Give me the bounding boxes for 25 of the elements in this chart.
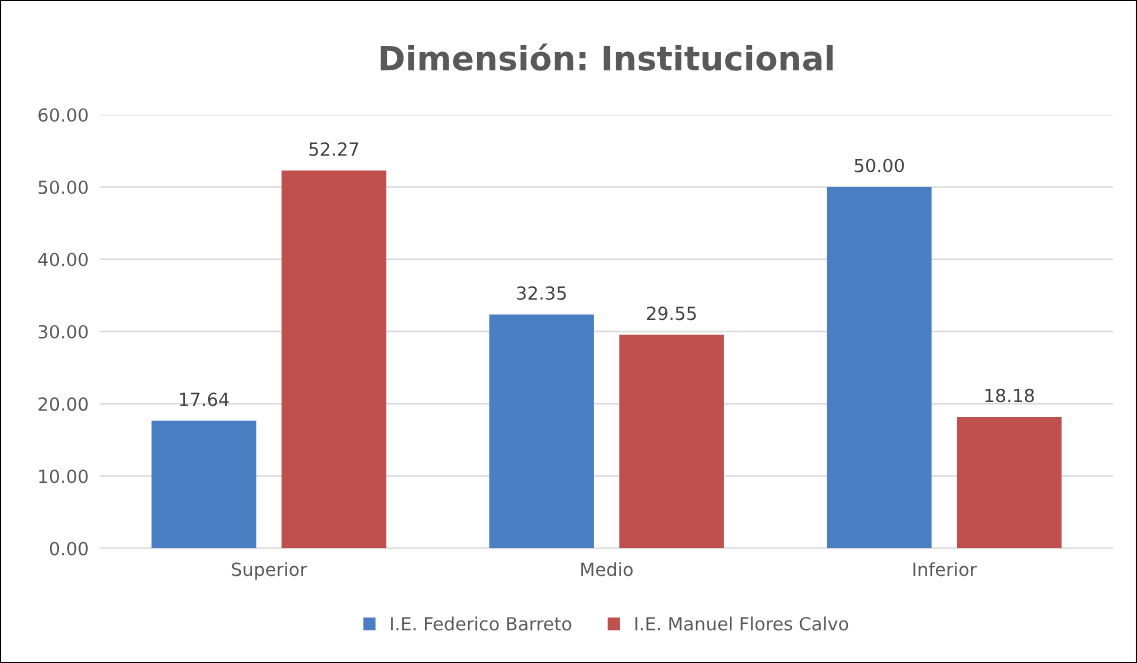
y-tick-label: 20.00 (38, 397, 88, 411)
y-tick-label: 0.00 (49, 541, 88, 556)
data-label: 50.00 (854, 158, 904, 173)
y-tick-label: 30.00 (38, 324, 88, 339)
legend-label: I.E. Manuel Flores Calvo (635, 616, 849, 631)
data-label: 29.55 (647, 306, 696, 321)
bar (489, 314, 594, 549)
bar (826, 186, 932, 549)
bar (151, 420, 257, 549)
y-tick-label: 10.00 (39, 469, 88, 484)
y-tick-label: 50.00 (38, 180, 88, 195)
x-tick-label: Inferior (913, 562, 977, 577)
bar (281, 170, 387, 549)
data-label: 18.18 (985, 388, 1034, 403)
x-tick-label: Superior (231, 562, 308, 580)
bar (956, 416, 1062, 549)
data-label: 52.27 (309, 142, 359, 156)
data-label: 17.64 (180, 392, 229, 407)
legend-label: I.E. Federico Barreto (391, 616, 572, 631)
chart-title: Dimensión: Institucional (380, 43, 833, 71)
y-tick-label: 60.00 (38, 108, 88, 122)
bar (619, 334, 724, 549)
y-tick-label: 40.00 (38, 252, 88, 267)
x-tick-label: Medio (581, 562, 633, 577)
data-label: 32.35 (517, 286, 566, 300)
